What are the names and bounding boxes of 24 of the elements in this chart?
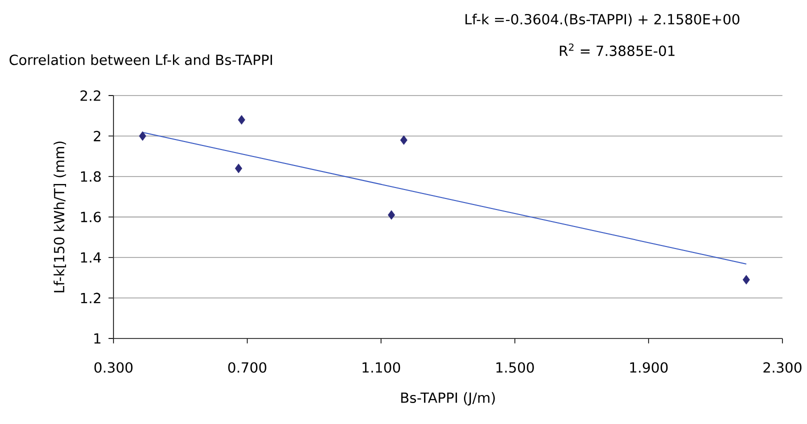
- x-tick-label: 0.300: [94, 362, 133, 373]
- point: [742, 274, 750, 284]
- point: [400, 135, 408, 145]
- x-axis-title: Bs-TAPPI (J/m): [401, 392, 495, 406]
- y-tick-label: 1: [94, 333, 100, 344]
- point: [234, 164, 242, 174]
- text: Lf-k =-0.3604.(Bs-TAPPI) + 2.1580E+00: [466, 14, 740, 26]
- y-tick-label: 2.2: [80, 90, 100, 101]
- y-tick-label: 1.6: [81, 212, 101, 222]
- y-tick-label: 2: [94, 130, 100, 142]
- x-tick-label: 2.300: [763, 362, 802, 373]
- x-tick-label: 0.700: [228, 362, 266, 373]
- chart-title: Correlation between Lf-k and Bs-TAPPI: [10, 54, 272, 66]
- y-axis-title: Lf-k[150 kWh/T] (mm): [54, 142, 66, 292]
- y-tick-label: 1.4: [81, 252, 101, 263]
- point: [138, 131, 146, 141]
- x-tick-label: 1.100: [362, 362, 400, 373]
- x-tick-label: 1.500: [496, 362, 534, 373]
- x-tick-label: 1.900: [630, 362, 668, 373]
- point: [238, 115, 246, 125]
- y-tick-label: 1.2: [81, 292, 100, 304]
- text: R$^{2}$ = 7.3885E-01: [560, 43, 674, 56]
- point: [388, 210, 396, 220]
- y-tick-label: 1.8: [81, 171, 101, 182]
